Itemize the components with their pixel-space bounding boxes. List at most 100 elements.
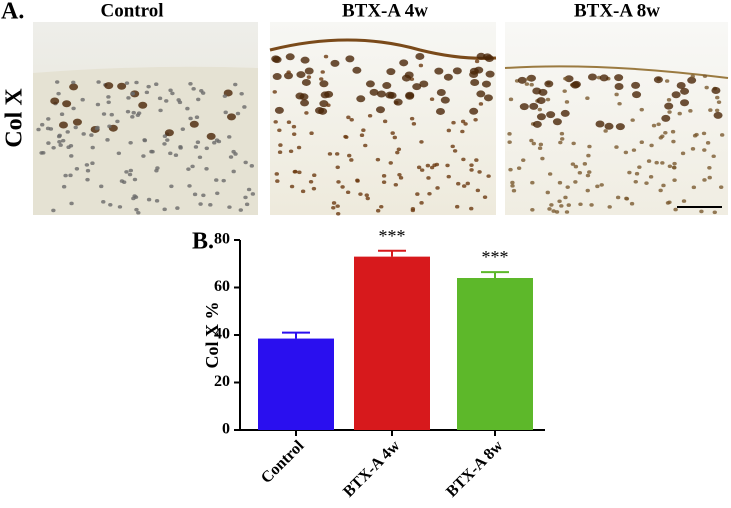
cell bbox=[563, 76, 568, 81]
cell bbox=[85, 168, 91, 173]
cell bbox=[671, 91, 681, 99]
cell bbox=[291, 132, 297, 136]
cell bbox=[672, 178, 677, 182]
cell bbox=[450, 144, 455, 149]
cell bbox=[200, 91, 206, 95]
cell bbox=[507, 140, 512, 144]
cell bbox=[58, 143, 63, 147]
x-tick-label: BTX-A 4w bbox=[340, 437, 404, 501]
cell bbox=[142, 138, 148, 143]
cell bbox=[196, 97, 201, 102]
cell bbox=[443, 73, 453, 81]
cell bbox=[319, 80, 329, 88]
cell bbox=[106, 100, 111, 105]
cell bbox=[702, 178, 707, 182]
cell bbox=[244, 202, 250, 207]
cell bbox=[141, 154, 146, 158]
cell bbox=[206, 132, 216, 140]
cell bbox=[416, 165, 422, 170]
cell bbox=[132, 177, 138, 182]
cell bbox=[46, 141, 51, 145]
cell bbox=[345, 55, 355, 63]
cell bbox=[486, 174, 491, 178]
cell bbox=[639, 107, 644, 112]
cell bbox=[615, 123, 625, 131]
cell bbox=[130, 115, 135, 119]
cell bbox=[56, 134, 62, 139]
cell bbox=[415, 52, 425, 60]
cell bbox=[714, 108, 720, 113]
cell bbox=[308, 179, 314, 184]
cell bbox=[277, 128, 282, 133]
cell bbox=[164, 99, 169, 103]
cell bbox=[195, 140, 201, 145]
cell bbox=[72, 118, 82, 126]
cell bbox=[320, 91, 330, 99]
bar bbox=[258, 338, 334, 430]
cell bbox=[456, 181, 461, 186]
cell bbox=[358, 192, 363, 196]
cell bbox=[704, 85, 709, 90]
cell bbox=[320, 70, 325, 74]
cell bbox=[460, 129, 465, 134]
cell bbox=[658, 188, 663, 193]
cell bbox=[451, 120, 456, 125]
cell bbox=[222, 94, 228, 98]
cell bbox=[411, 122, 417, 126]
cell bbox=[452, 149, 458, 153]
cell bbox=[623, 150, 629, 155]
cell bbox=[90, 145, 95, 150]
cell bbox=[154, 82, 159, 87]
cell bbox=[223, 110, 228, 115]
cell bbox=[614, 83, 624, 91]
cell bbox=[673, 207, 678, 212]
cell bbox=[469, 163, 474, 167]
cell bbox=[454, 204, 460, 209]
cell bbox=[667, 110, 672, 114]
cell bbox=[716, 100, 722, 104]
cell bbox=[296, 145, 302, 150]
cell bbox=[702, 74, 708, 78]
cell bbox=[286, 120, 292, 125]
cell bbox=[646, 159, 652, 163]
cell bbox=[701, 131, 707, 136]
cell bbox=[146, 197, 152, 202]
cell bbox=[405, 92, 415, 100]
cell bbox=[331, 201, 337, 205]
cell bbox=[115, 119, 120, 124]
cell bbox=[177, 100, 183, 105]
cell bbox=[388, 161, 393, 165]
cell bbox=[465, 181, 470, 186]
cell bbox=[168, 151, 173, 156]
y-tick-label: 0 bbox=[222, 421, 230, 438]
cell bbox=[629, 201, 635, 206]
cell bbox=[175, 206, 180, 210]
cell bbox=[564, 210, 570, 214]
cell bbox=[392, 135, 398, 140]
cell bbox=[157, 96, 163, 101]
cell bbox=[104, 82, 114, 90]
cell bbox=[474, 59, 480, 64]
cell bbox=[578, 202, 583, 207]
cell bbox=[570, 81, 580, 89]
cell bbox=[335, 211, 341, 216]
cell bbox=[227, 135, 232, 139]
cell bbox=[194, 115, 200, 120]
cell bbox=[297, 170, 302, 175]
cell bbox=[538, 142, 544, 147]
cell bbox=[300, 189, 306, 194]
cell bbox=[563, 195, 568, 200]
cell bbox=[547, 172, 553, 176]
cell bbox=[565, 185, 570, 189]
cell bbox=[452, 67, 462, 75]
cell bbox=[485, 70, 495, 78]
cell bbox=[711, 86, 721, 94]
cell bbox=[687, 76, 697, 84]
cell bbox=[557, 199, 562, 204]
x-tick-label: BTX-A 8w bbox=[443, 437, 507, 501]
cell bbox=[335, 165, 340, 170]
cell bbox=[105, 138, 110, 142]
cell bbox=[705, 141, 711, 145]
cell bbox=[131, 110, 136, 115]
cell bbox=[304, 111, 309, 115]
